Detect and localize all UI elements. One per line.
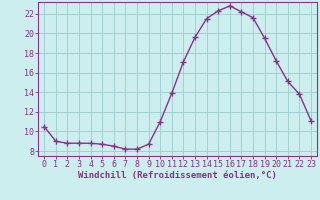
X-axis label: Windchill (Refroidissement éolien,°C): Windchill (Refroidissement éolien,°C): [78, 171, 277, 180]
